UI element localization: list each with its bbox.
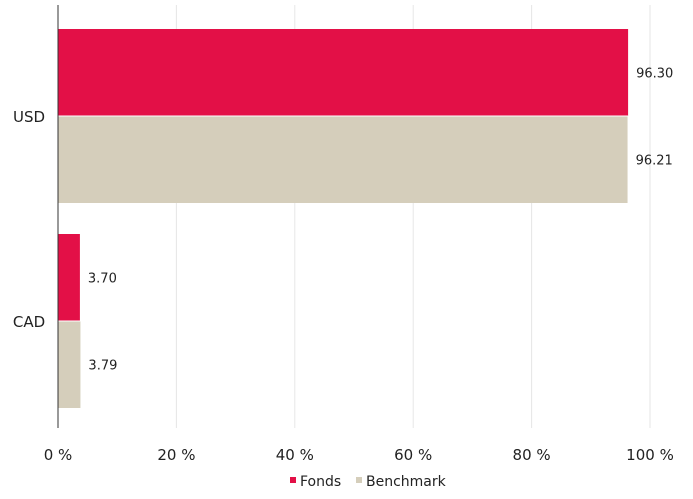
category-labels: USD CAD bbox=[13, 108, 45, 331]
x-tick-label-100: 100 % bbox=[626, 446, 674, 464]
data-label-cad-benchmark: 3.79 bbox=[88, 359, 117, 374]
bar-usd-benchmark bbox=[58, 116, 628, 203]
bar-cad-fonds bbox=[58, 234, 80, 321]
x-tick-labels: 0 % 20 % 40 % 60 % 80 % 100 % bbox=[44, 446, 674, 464]
x-tick-label-20: 20 % bbox=[157, 446, 195, 464]
legend: Fonds Benchmark bbox=[290, 474, 447, 490]
category-label-usd: USD bbox=[13, 108, 45, 126]
category-label-cad: CAD bbox=[13, 313, 45, 331]
bar-usd-fonds bbox=[58, 29, 629, 116]
x-tick-label-40: 40 % bbox=[276, 446, 314, 464]
legend-swatch-benchmark bbox=[356, 477, 362, 483]
data-label-usd-benchmark: 96.21 bbox=[636, 154, 673, 169]
bars bbox=[58, 29, 629, 408]
data-label-usd-fonds: 96.30 bbox=[636, 67, 673, 82]
legend-label-fonds: Fonds bbox=[300, 474, 341, 490]
bar-cad-benchmark bbox=[58, 321, 81, 408]
data-label-cad-fonds: 3.70 bbox=[88, 272, 117, 287]
legend-label-benchmark: Benchmark bbox=[366, 474, 447, 490]
data-labels: 96.30 96.21 3.70 3.79 bbox=[88, 67, 673, 374]
x-tick-label-60: 60 % bbox=[394, 446, 432, 464]
legend-swatch-fonds bbox=[290, 477, 296, 483]
x-tick-label-0: 0 % bbox=[44, 446, 73, 464]
x-tick-label-80: 80 % bbox=[513, 446, 551, 464]
